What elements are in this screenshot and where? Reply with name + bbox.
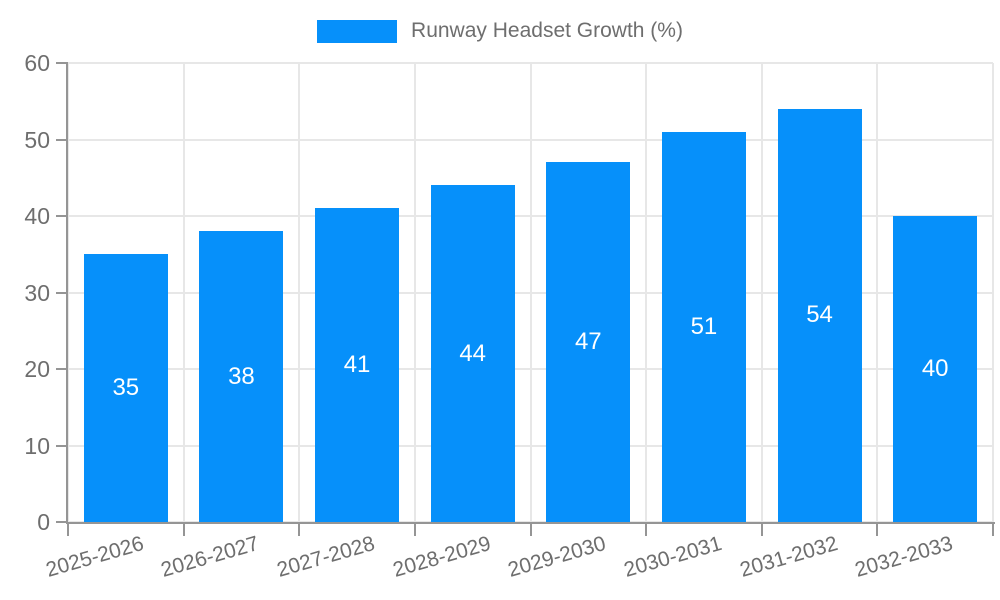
x-tick xyxy=(298,522,301,536)
v-gridline xyxy=(645,63,648,522)
bar-value-label: 40 xyxy=(921,355,949,382)
x-axis-line xyxy=(66,522,995,524)
bar-value-label: 38 xyxy=(228,362,255,390)
legend-swatch xyxy=(317,19,398,43)
y-tick xyxy=(56,215,68,217)
v-gridline xyxy=(760,63,763,522)
x-tick xyxy=(67,522,69,536)
x-tick xyxy=(182,522,185,536)
x-tick xyxy=(876,522,879,536)
bar[interactable]: 51 xyxy=(661,131,746,522)
bar-value-label: 47 xyxy=(574,328,602,356)
plot-area: 0 10 20 30 40 50 60 35 2025-2026 38 2026-2027 41 202… xyxy=(24,50,995,582)
bar-value-label: 54 xyxy=(806,301,833,329)
legend-label: Runway Headset Growth (%) xyxy=(411,19,683,42)
bar[interactable]: 47 xyxy=(546,162,631,522)
v-gridline xyxy=(992,63,994,522)
y-tick-label: 0 xyxy=(37,509,50,535)
y-tick xyxy=(56,62,68,64)
x-tick xyxy=(413,522,416,536)
x-tick xyxy=(760,522,763,536)
y-tick xyxy=(56,291,68,294)
y-tick-label: 30 xyxy=(24,279,50,306)
bar-value-label: 35 xyxy=(112,374,140,402)
v-gridline xyxy=(298,63,301,522)
v-gridline xyxy=(67,63,69,522)
legend[interactable]: Runway Headset Growth (%) xyxy=(0,16,1000,46)
v-gridline xyxy=(876,63,879,522)
y-tick-label: 50 xyxy=(24,126,50,153)
bar[interactable]: 38 xyxy=(199,231,284,522)
x-tick xyxy=(645,522,648,536)
v-gridline xyxy=(529,63,532,522)
bar[interactable]: 40 xyxy=(893,216,978,522)
y-tick-label: 40 xyxy=(24,203,50,229)
bar[interactable]: 35 xyxy=(83,254,168,522)
bar-value-label: 41 xyxy=(343,351,371,379)
y-tick-label: 60 xyxy=(24,50,50,76)
y-tick-label: 20 xyxy=(24,356,50,382)
y-tick xyxy=(56,138,68,141)
bar-value-label: 51 xyxy=(690,312,718,340)
v-gridline xyxy=(413,63,416,522)
bar-value-label: 44 xyxy=(459,339,487,367)
y-axis-line xyxy=(66,62,68,524)
x-tick xyxy=(992,522,994,536)
y-tick xyxy=(56,521,68,523)
x-tick xyxy=(529,522,532,536)
bar[interactable]: 54 xyxy=(777,108,862,522)
y-tick xyxy=(56,444,68,447)
y-tick xyxy=(56,368,68,370)
v-gridline xyxy=(182,63,185,522)
bar[interactable]: 44 xyxy=(430,185,515,522)
y-tick-label: 10 xyxy=(24,432,50,459)
bar[interactable]: 41 xyxy=(315,208,400,522)
